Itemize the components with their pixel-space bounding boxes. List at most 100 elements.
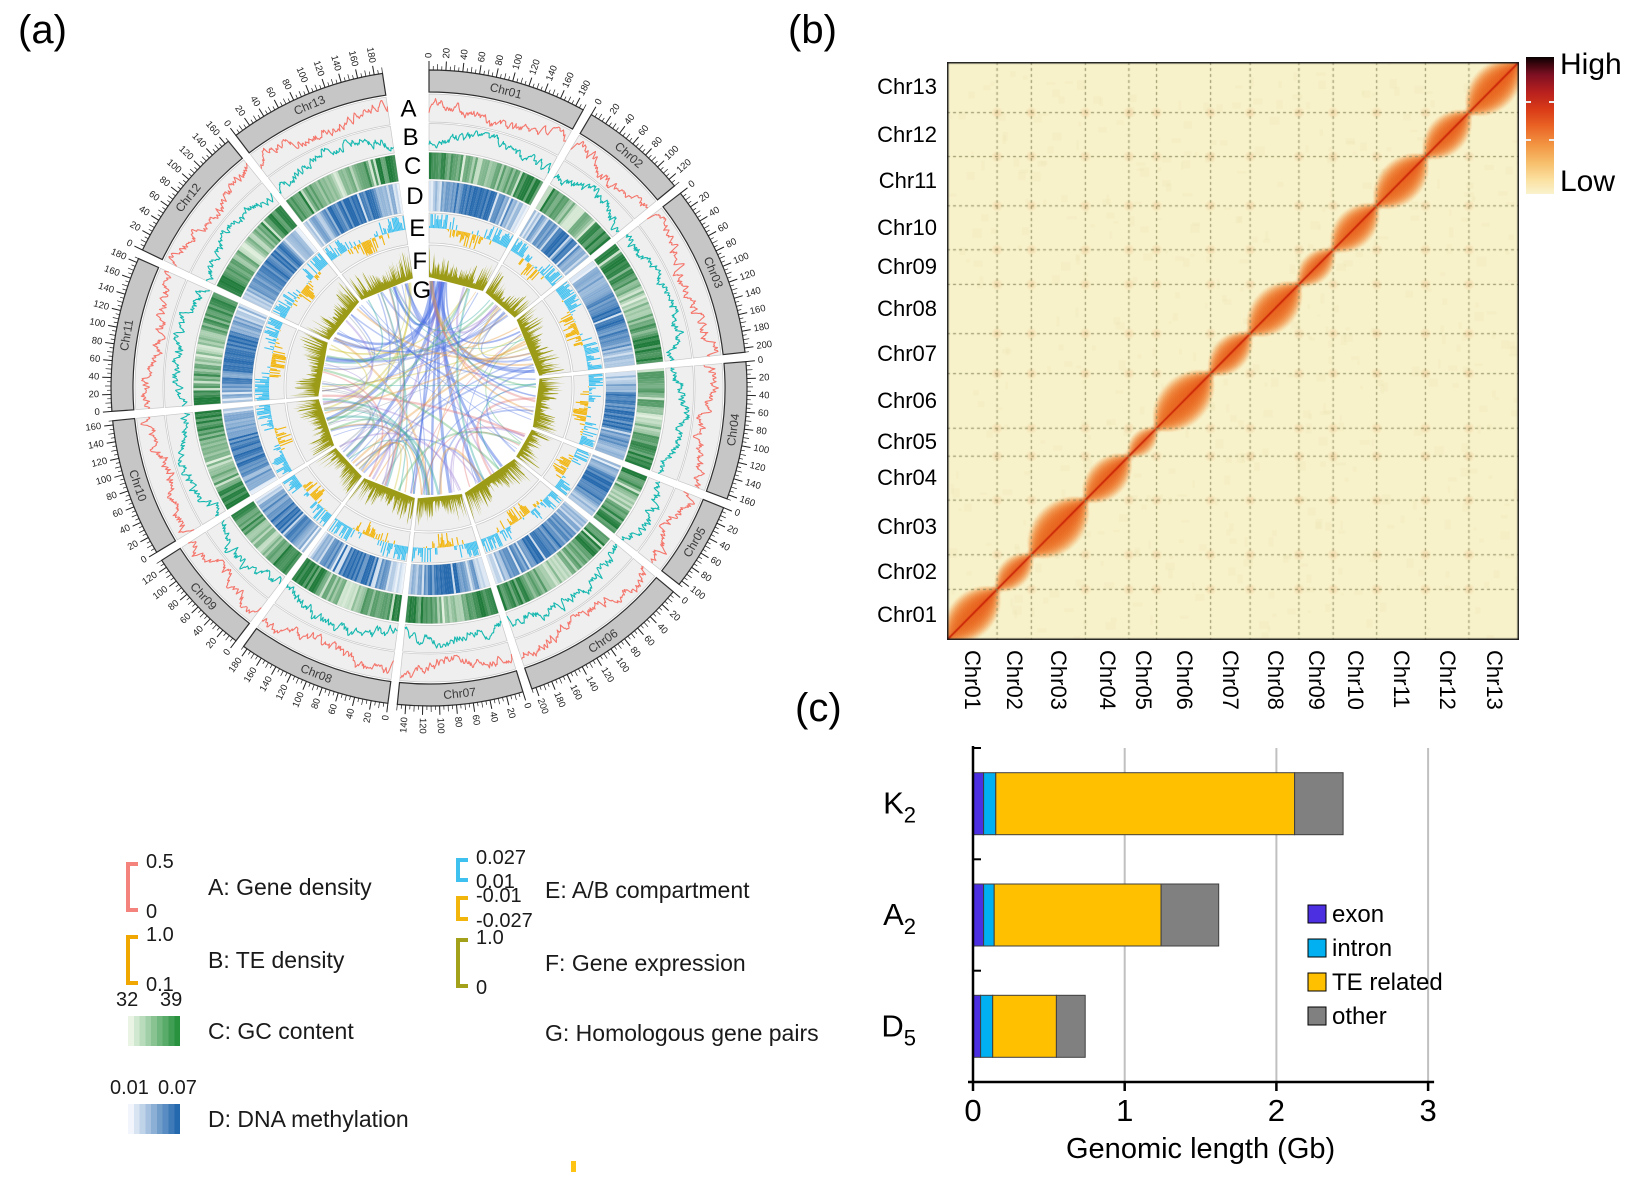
svg-text:140: 140 — [544, 64, 560, 83]
track-d-dna-methylation — [221, 180, 637, 596]
svg-text:120: 120 — [311, 59, 327, 78]
hic-x-label: Chr03 — [1046, 650, 1071, 710]
svg-text:80: 80 — [698, 570, 713, 585]
scale-bracket — [126, 935, 138, 985]
hic-x-label: Chr09 — [1304, 650, 1329, 710]
svg-text:40: 40 — [88, 371, 99, 382]
legend-label: other — [1332, 1003, 1387, 1030]
svg-text:100: 100 — [291, 690, 307, 709]
svg-text:140: 140 — [583, 675, 600, 694]
scale-value: 32 — [116, 989, 139, 1011]
bar-segment-intron — [980, 994, 994, 1058]
svg-text:140: 140 — [87, 438, 104, 452]
svg-text:Chr11: Chr11 — [117, 318, 136, 352]
hic-y-label: Chr10 — [877, 215, 937, 240]
track-legend-label: D: DNA methylation — [208, 1106, 409, 1132]
track-legend-label: E: A/B compartment — [545, 877, 750, 903]
bar-segment-intron — [983, 883, 995, 947]
bar-segment-exon — [972, 883, 985, 947]
svg-text:160: 160 — [85, 421, 102, 434]
track-b-te-density — [171, 130, 690, 649]
hic-y-label: Chr12 — [877, 122, 937, 147]
svg-text:40: 40 — [344, 708, 357, 721]
svg-text:160: 160 — [567, 683, 584, 702]
svg-text:20: 20 — [697, 190, 712, 205]
chart-axes: 0 1 2 3 Genomic length (Gb) — [964, 746, 1437, 1165]
svg-text:160: 160 — [203, 119, 222, 138]
svg-text:0: 0 — [687, 178, 698, 190]
svg-text:20: 20 — [725, 523, 739, 537]
scale-value: 0 — [476, 977, 488, 999]
svg-text:140: 140 — [744, 477, 762, 492]
svg-text:0: 0 — [733, 507, 742, 519]
hic-y-label: Chr08 — [877, 296, 937, 321]
svg-text:60: 60 — [111, 506, 125, 520]
svg-text:100: 100 — [294, 66, 310, 85]
hic-y-label: Chr13 — [877, 74, 937, 99]
svg-text:0: 0 — [125, 238, 135, 250]
genome-composition-chart: K2 A2 D5 0 1 2 3 Genomic length (Gb) exon intron T… — [881, 746, 1443, 1165]
svg-text:100: 100 — [511, 53, 526, 71]
colorbar-tick — [1526, 100, 1531, 103]
track-f-gene-expression — [289, 247, 567, 527]
svg-text:20: 20 — [759, 372, 770, 383]
svg-text:Chr04: Chr04 — [724, 412, 742, 447]
stray-yellow-mark — [571, 1161, 576, 1172]
hic-x-label: Chr12 — [1435, 650, 1460, 710]
svg-text:0: 0 — [521, 702, 533, 710]
svg-text:100: 100 — [613, 656, 631, 675]
svg-text:100: 100 — [95, 473, 113, 488]
svg-text:100: 100 — [164, 157, 183, 176]
bar-segment-other — [1294, 772, 1344, 836]
hic-heatmap — [947, 62, 1519, 640]
svg-text:160: 160 — [749, 303, 767, 317]
svg-text:100: 100 — [662, 144, 681, 163]
legend-label: exon — [1332, 901, 1384, 928]
svg-text:60: 60 — [476, 51, 489, 63]
svg-text:0: 0 — [593, 97, 605, 107]
svg-text:120: 120 — [140, 570, 159, 588]
svg-text:60: 60 — [758, 408, 769, 420]
colorbar-low-label: Low — [1560, 165, 1616, 198]
svg-text:60: 60 — [470, 714, 482, 726]
bar-segment-intron — [983, 772, 997, 836]
svg-text:20: 20 — [128, 219, 143, 234]
svg-text:20: 20 — [88, 389, 99, 400]
svg-text:60: 60 — [716, 220, 731, 235]
svg-text:140: 140 — [398, 717, 410, 734]
svg-text:40: 40 — [707, 205, 722, 220]
svg-text:C: C — [404, 153, 421, 180]
svg-text:A: A — [400, 95, 416, 122]
svg-text:0: 0 — [94, 407, 100, 418]
hic-y-label: Chr11 — [878, 168, 937, 193]
svg-text:180: 180 — [364, 46, 378, 64]
svg-text:80: 80 — [650, 135, 665, 150]
circos-plot: Chr01Chr02Chr03Chr04Chr05Chr06Chr07Chr08… — [85, 46, 773, 734]
svg-text:80: 80 — [91, 335, 103, 347]
svg-text:120: 120 — [91, 456, 109, 470]
svg-text:200: 200 — [756, 339, 773, 352]
svg-text:20: 20 — [441, 48, 453, 59]
category-label: K2 — [883, 786, 916, 828]
scale-value: 0.07 — [158, 1077, 197, 1099]
hic-y-label: Chr07 — [877, 341, 937, 366]
svg-text:40: 40 — [247, 94, 262, 109]
svg-text:40: 40 — [717, 539, 732, 554]
svg-text:160: 160 — [103, 263, 122, 279]
hic-y-label: Chr01 — [877, 602, 937, 627]
svg-text:60: 60 — [146, 189, 161, 204]
bar-segment-TE-related — [995, 772, 1296, 836]
svg-text:60: 60 — [327, 703, 341, 716]
svg-text:140: 140 — [189, 131, 208, 150]
track-e-ab-compartment — [254, 213, 604, 563]
bar-segment-other — [1055, 994, 1086, 1058]
hic-x-label: Chr04 — [1095, 650, 1120, 710]
hic-x-label: Chr06 — [1172, 650, 1197, 710]
hic-y-label: Chr02 — [877, 559, 937, 584]
svg-text:120: 120 — [598, 665, 616, 684]
track-a-gene-density — [140, 98, 719, 679]
scale-gradient — [128, 1104, 180, 1134]
svg-text:0: 0 — [221, 118, 233, 129]
svg-text:80: 80 — [452, 716, 464, 727]
bar-segment-other — [1160, 883, 1220, 947]
